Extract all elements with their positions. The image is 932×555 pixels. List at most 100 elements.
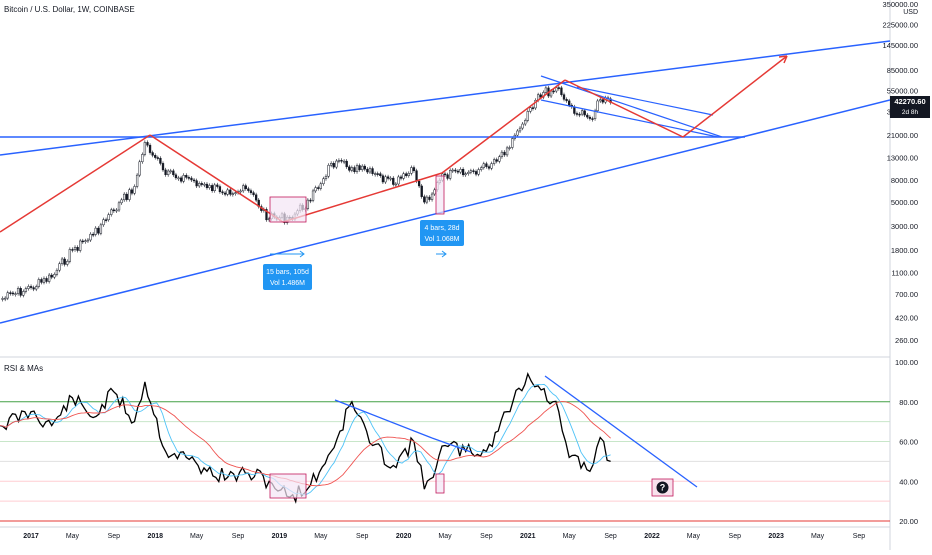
price-tick-label: 8000.00 xyxy=(891,176,918,185)
rsi-range-box-1 xyxy=(269,473,307,499)
price-candle xyxy=(244,185,247,190)
price-candle xyxy=(138,161,141,176)
price-candle xyxy=(63,258,66,265)
time-tick-label: May xyxy=(438,533,452,540)
price-candle xyxy=(518,127,522,132)
price-candle xyxy=(50,274,53,278)
price-candle xyxy=(200,183,203,185)
time-tick-label: 2020 xyxy=(396,533,412,540)
price-candle xyxy=(508,147,511,149)
time-tick-label: 2021 xyxy=(520,533,536,540)
red-zigzag-3 xyxy=(282,172,443,223)
price-candle xyxy=(252,192,255,196)
price-candle xyxy=(211,185,214,191)
price-candle xyxy=(192,179,196,182)
price-candle xyxy=(29,286,33,288)
price-candle xyxy=(578,113,581,116)
price-candle xyxy=(524,120,527,125)
price-candle xyxy=(560,87,563,95)
price-candle xyxy=(591,118,594,120)
price-candle xyxy=(68,249,72,262)
price-candle xyxy=(37,279,40,287)
price-candle xyxy=(35,286,38,290)
time-tick-label: May xyxy=(314,533,328,540)
price-candle xyxy=(247,188,250,191)
price-candle xyxy=(91,233,95,236)
price-badge-timer: 2d 8h xyxy=(902,109,919,116)
price-candle xyxy=(534,100,537,109)
price-candle xyxy=(167,170,170,175)
price-candle xyxy=(182,175,185,182)
price-tick-label: 420.00 xyxy=(895,314,918,323)
price-candle xyxy=(407,173,410,176)
question-icon xyxy=(656,481,669,494)
rsi-tick-label: 100.00 xyxy=(895,358,918,367)
price-candle xyxy=(526,111,529,121)
price-candle xyxy=(327,164,330,177)
price-candle xyxy=(177,177,180,180)
time-tick-label: Sep xyxy=(853,533,866,540)
measure-label-2-line1: 4 bars, 28d xyxy=(424,225,459,232)
price-candle xyxy=(48,274,51,282)
price-candle xyxy=(117,202,121,211)
price-candle xyxy=(143,142,147,155)
price-candle xyxy=(451,169,454,172)
red-arrowhead xyxy=(778,55,788,64)
price-candle xyxy=(120,199,123,204)
price-candle xyxy=(309,199,312,202)
price-candle xyxy=(363,165,366,170)
price-candle xyxy=(376,173,379,175)
price-candle xyxy=(358,165,361,171)
price-candle xyxy=(226,189,229,195)
price-candle xyxy=(386,176,390,179)
price-candle xyxy=(433,189,436,195)
price-candle xyxy=(223,192,227,195)
price-candle xyxy=(454,169,457,172)
price-candle xyxy=(205,183,209,189)
price-candle xyxy=(94,227,97,235)
time-tick-label: Sep xyxy=(108,533,121,540)
price-candle xyxy=(84,240,87,242)
price-candle xyxy=(229,189,232,195)
price-candle xyxy=(324,175,328,180)
price-candle xyxy=(405,173,408,176)
lower-channel-line xyxy=(0,99,891,324)
time-tick-label: May xyxy=(687,533,701,540)
price-candle xyxy=(169,170,172,173)
price-candle xyxy=(529,107,532,112)
price-candle xyxy=(599,99,602,102)
price-candle xyxy=(198,183,201,187)
price-candle xyxy=(480,167,483,170)
price-candle xyxy=(71,249,74,251)
time-tick-label: Sep xyxy=(480,533,493,540)
time-tick-label: Sep xyxy=(356,533,369,540)
price-candle xyxy=(394,183,397,186)
measure-label-2-line2: Vol 1.068M xyxy=(424,236,459,243)
price-candle xyxy=(14,293,17,295)
price-candle xyxy=(449,170,452,179)
price-candle xyxy=(112,209,115,212)
price-candle xyxy=(76,247,79,251)
price-candle xyxy=(231,193,234,195)
price-candle xyxy=(493,159,496,164)
price-candle xyxy=(464,173,467,176)
time-tick-label: Sep xyxy=(604,533,617,540)
price-candle xyxy=(115,209,118,212)
rsi-ma-slow xyxy=(0,400,611,487)
price-candle xyxy=(130,189,134,194)
price-candle xyxy=(482,163,485,168)
price-candle xyxy=(337,159,341,162)
price-candle xyxy=(66,261,69,265)
price-candle xyxy=(340,159,343,162)
price-candle xyxy=(412,167,416,171)
price-candle xyxy=(22,291,25,296)
price-candle xyxy=(102,219,105,226)
price-tick-label: 225000.00 xyxy=(883,21,918,30)
price-candle xyxy=(27,286,30,289)
price-candle xyxy=(242,185,245,192)
price-candle xyxy=(379,173,382,176)
price-candle xyxy=(249,190,253,193)
price-candle xyxy=(89,233,92,241)
price-candle xyxy=(79,240,82,251)
